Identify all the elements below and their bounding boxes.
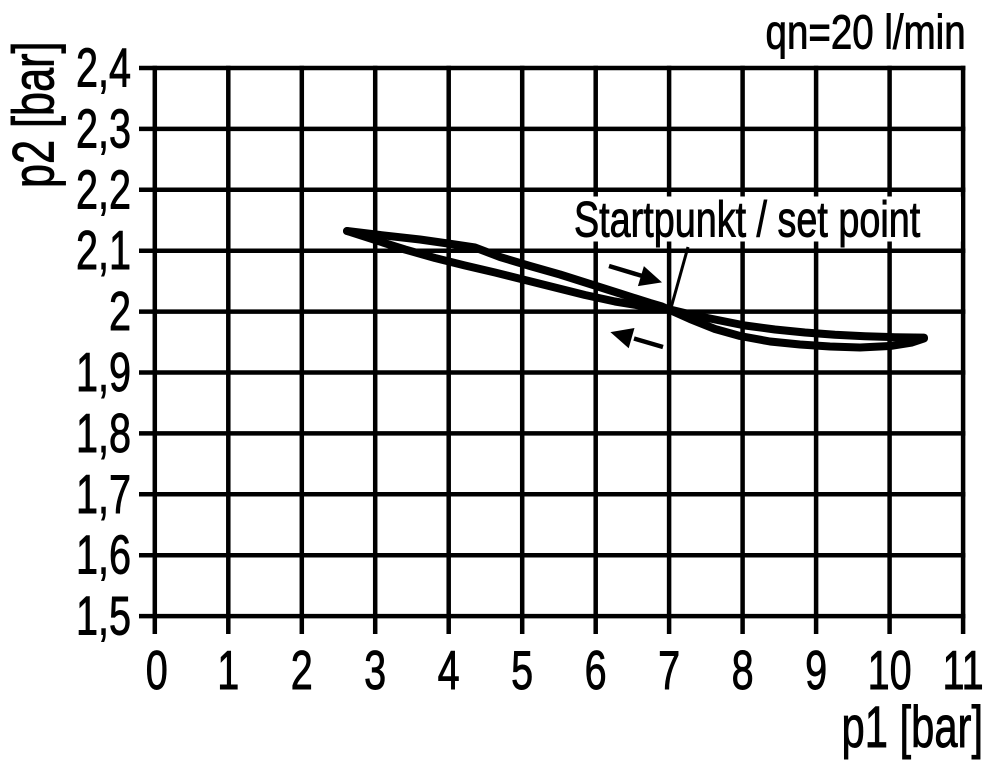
svg-text:1,6: 1,6 — [76, 525, 131, 586]
svg-text:5: 5 — [511, 641, 533, 702]
svg-text:2,2: 2,2 — [76, 160, 131, 221]
svg-text:11: 11 — [943, 641, 984, 702]
svg-text:2: 2 — [109, 282, 131, 343]
svg-text:7: 7 — [658, 641, 680, 702]
svg-text:2: 2 — [291, 641, 313, 702]
svg-text:1,5: 1,5 — [76, 586, 131, 647]
svg-text:qn=20 l/min: qn=20 l/min — [766, 6, 966, 59]
svg-text:9: 9 — [805, 641, 827, 702]
svg-text:p2 [bar]: p2 [bar] — [1, 42, 66, 188]
svg-text:p1 [bar]: p1 [bar] — [842, 694, 984, 759]
svg-text:0: 0 — [146, 641, 168, 702]
svg-text:8: 8 — [732, 641, 754, 702]
svg-text:6: 6 — [585, 641, 607, 702]
svg-text:2,4: 2,4 — [76, 38, 131, 99]
svg-text:1: 1 — [217, 641, 239, 702]
svg-text:1,7: 1,7 — [76, 465, 131, 526]
svg-text:2,1: 2,1 — [76, 221, 131, 282]
svg-text:1,9: 1,9 — [76, 343, 131, 404]
svg-text:1,8: 1,8 — [76, 404, 131, 465]
svg-text:3: 3 — [364, 641, 386, 702]
svg-text:10: 10 — [868, 641, 912, 702]
svg-text:Startpunkt / set point: Startpunkt / set point — [574, 193, 920, 248]
svg-text:2,3: 2,3 — [76, 99, 131, 160]
svg-text:4: 4 — [438, 641, 460, 702]
